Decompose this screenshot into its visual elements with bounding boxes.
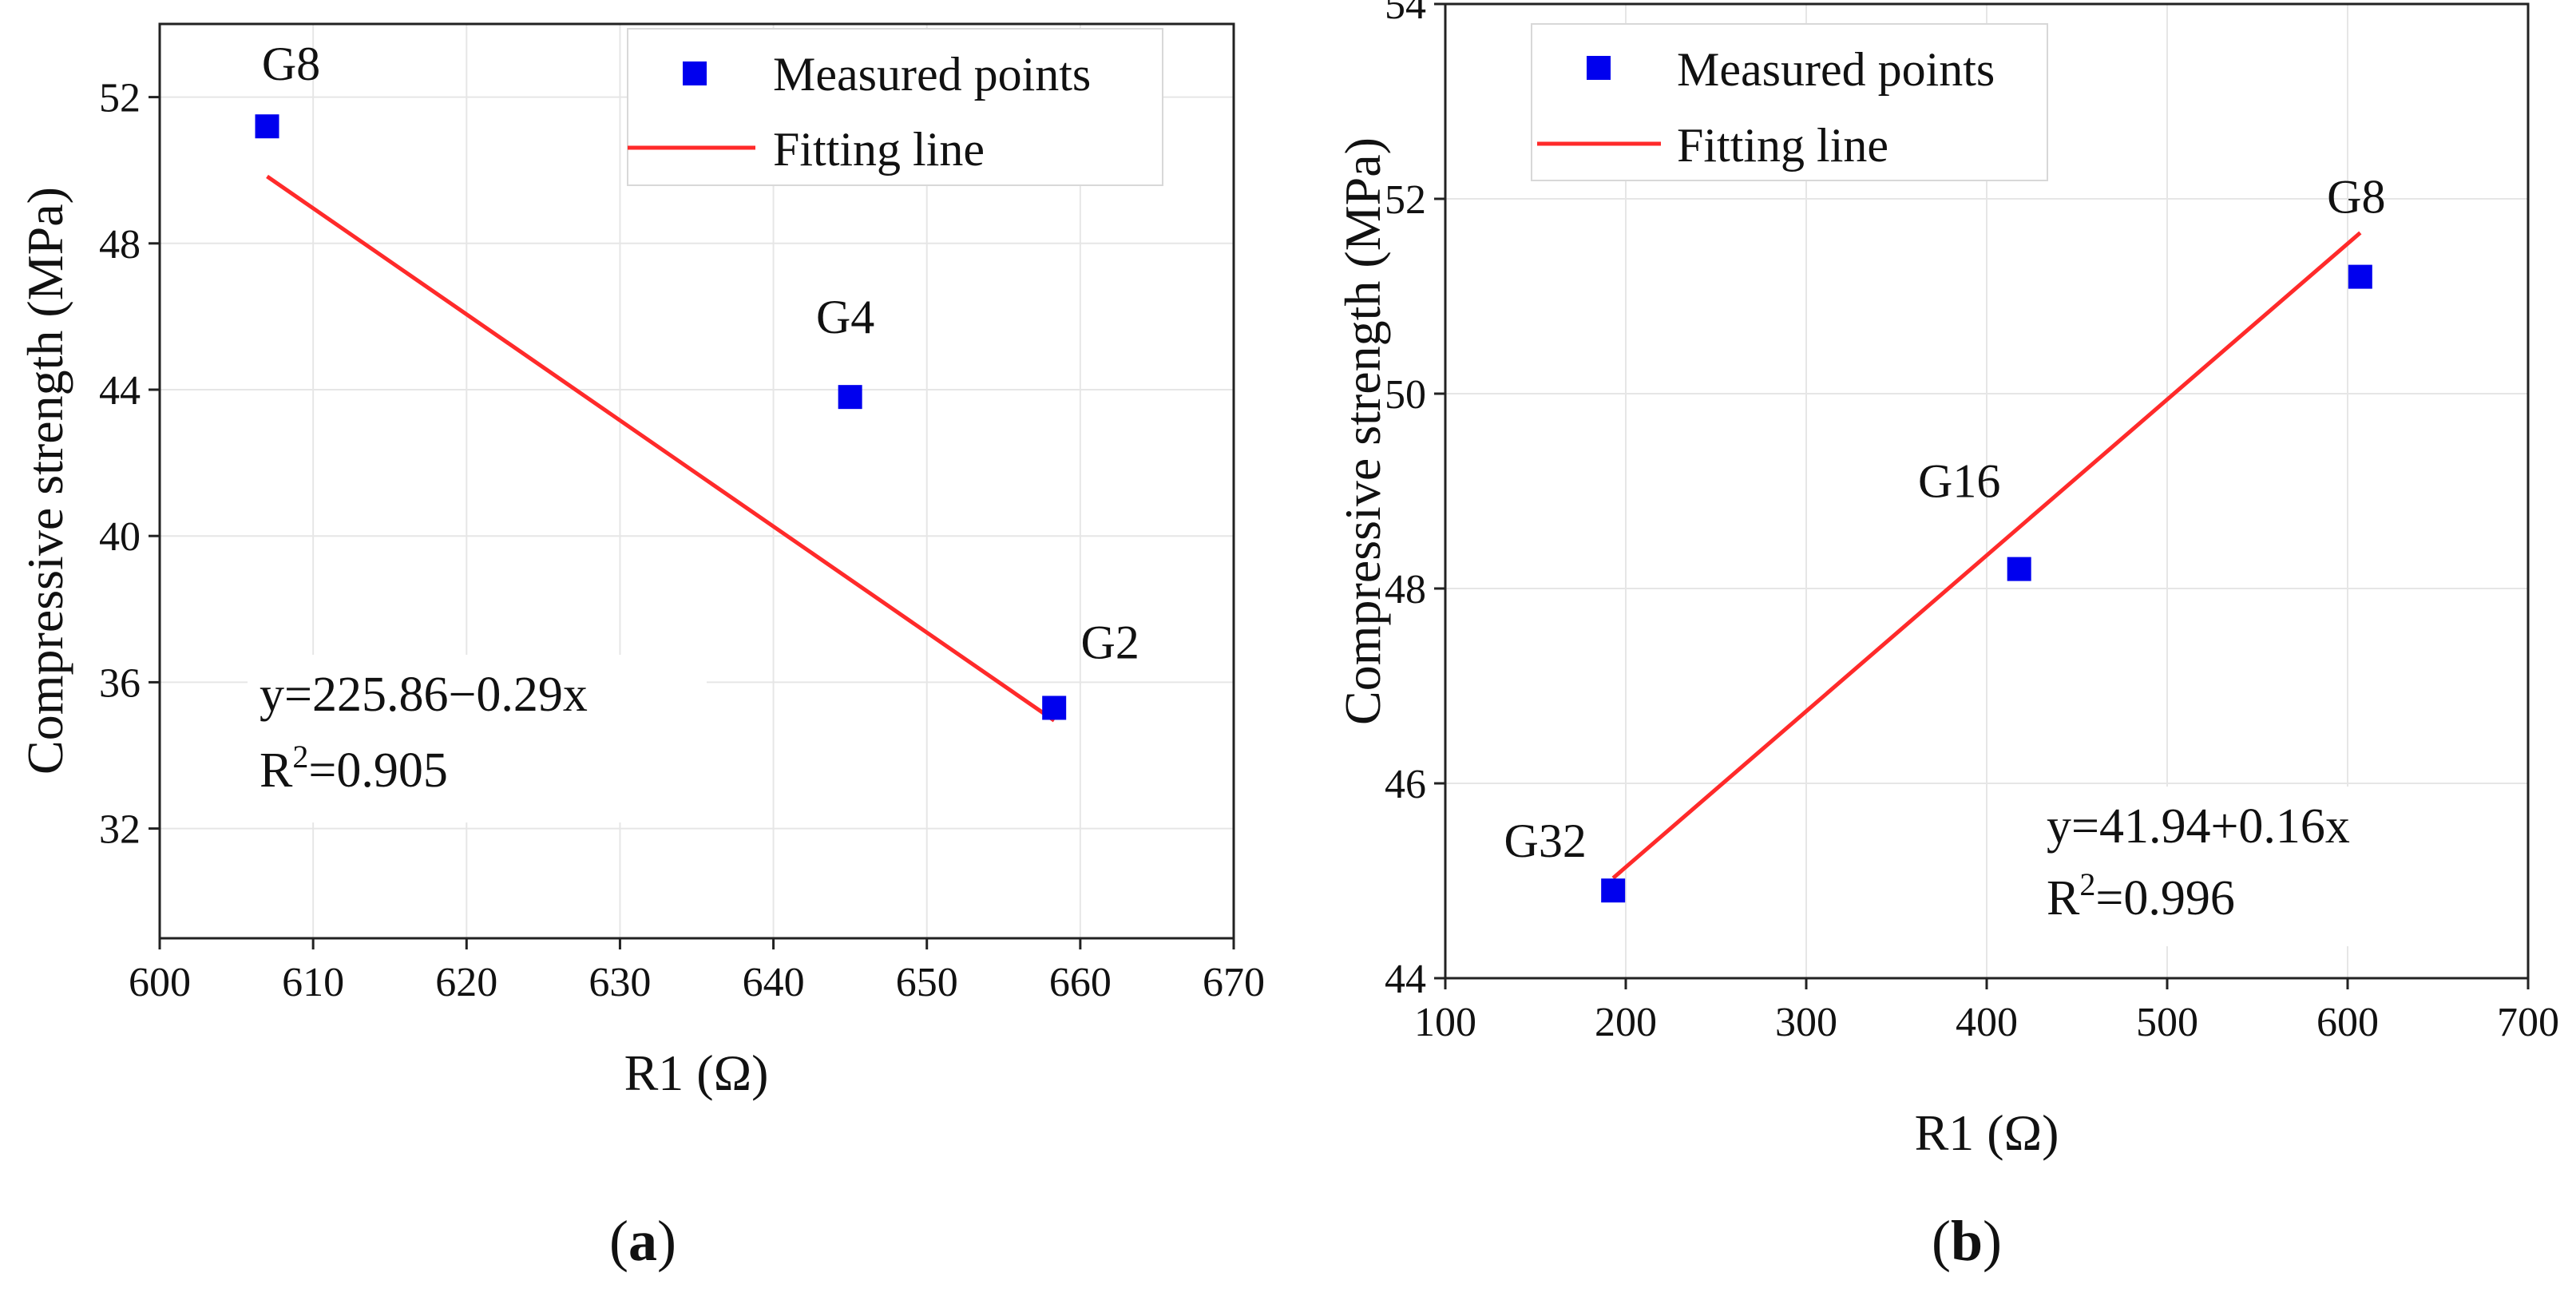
ticks-a: 600 610 620 630 640 650 660 670 32 36 40 44 48 52: [99, 76, 1265, 1005]
point-label: G4: [816, 291, 874, 343]
legend-label-line-b: Fitting line: [1677, 119, 1888, 172]
y-tick-label: 48: [99, 222, 141, 268]
y-tick-label: 50: [1385, 372, 1426, 418]
measured-point: [255, 114, 279, 139]
r-squared-b: R2=0.996: [2047, 866, 2235, 925]
legend-b: Measured points Fitting line: [1531, 23, 2048, 181]
legend-box-b: [1531, 23, 2048, 181]
panel-caption-a: (a): [609, 1209, 676, 1273]
x-tick-label: 600: [2316, 1000, 2379, 1045]
measured-point: [838, 385, 862, 410]
x-tick-label: 620: [435, 960, 497, 1005]
x-tick-label: 400: [1956, 1000, 2018, 1045]
x-tick-label: 660: [1049, 960, 1112, 1005]
legend-box-a: [627, 28, 1163, 186]
equation-box-a: y=225.86−0.29x R2=0.905: [248, 655, 707, 822]
measured-points-a: G8 G4 G2: [255, 38, 1139, 720]
equation-box-b: y=41.94+0.16x R2=0.996: [2036, 787, 2483, 946]
measured-point: [2007, 557, 2031, 581]
measured-point: [2348, 264, 2372, 289]
x-axis-label-b: R1 (Ω): [1915, 1104, 2059, 1161]
ticks-b: 100 200 300 400 500 600 700 44 46 48 50 52 54: [1385, 0, 2559, 1045]
x-axis-label-a: R1 (Ω): [624, 1044, 769, 1101]
y-tick-label: 48: [1385, 567, 1426, 612]
x-tick-label: 600: [129, 960, 191, 1005]
r-squared-value-b: =0.996: [2095, 871, 2234, 925]
y-tick-label: 44: [99, 368, 141, 414]
legend-marker-points-a: [683, 61, 707, 85]
panel-caption-letter-b: b: [1951, 1209, 1983, 1273]
legend-label-points-b: Measured points: [1677, 43, 1995, 96]
x-tick-label: 610: [282, 960, 344, 1005]
legend-marker-points-b: [1587, 56, 1611, 80]
point-label: G8: [2327, 171, 2385, 224]
panel-caption-letter-a: a: [628, 1209, 657, 1273]
y-tick-label: 40: [99, 514, 141, 560]
fit-equation-b: y=41.94+0.16x: [2047, 799, 2350, 854]
y-tick-label: 36: [99, 660, 141, 706]
fitting-line-b: [1611, 231, 2362, 880]
panel-caption-b: (b): [1932, 1209, 2002, 1273]
y-tick-label: 32: [99, 807, 141, 853]
x-tick-label: 500: [2136, 1000, 2198, 1045]
x-tick-label: 640: [743, 960, 805, 1005]
measured-point: [1601, 878, 1626, 903]
fit-equation-a: y=225.86−0.29x: [260, 668, 588, 722]
x-tick-label: 630: [589, 960, 651, 1005]
equation-bg-a: [248, 655, 707, 822]
x-tick-label: 200: [1595, 1000, 1657, 1045]
point-label: G32: [1504, 814, 1587, 867]
r-squared-exponent-b: 2: [2079, 866, 2095, 902]
y-axis-label-a: Compressive strength (MPa): [17, 187, 73, 775]
y-tick-label: 54: [1385, 0, 1426, 28]
y-axis-label-b: Compressive strength (MPa): [1334, 137, 1391, 725]
r-squared-exponent-a: 2: [292, 739, 308, 775]
y-tick-label: 46: [1385, 762, 1426, 807]
x-tick-label: 300: [1775, 1000, 1837, 1045]
r-squared-symbol-b: R: [2047, 871, 2080, 925]
x-tick-label: 670: [1203, 960, 1265, 1005]
y-tick-label: 44: [1385, 957, 1426, 1002]
x-tick-label: 100: [1414, 1000, 1476, 1045]
chart-panel-b: 100 200 300 400 500 600 700 44 46 48 50 52 54 G32 G16…: [1334, 0, 2559, 1273]
legend-label-points-a: Measured points: [773, 48, 1091, 101]
r-squared-value-a: =0.905: [308, 743, 447, 798]
r-squared-symbol-a: R: [260, 743, 293, 798]
equation-bg-b: [2036, 787, 2483, 946]
y-tick-label: 52: [99, 76, 141, 121]
plot-frame-a: [158, 22, 1235, 940]
y-tick-label: 52: [1385, 177, 1426, 223]
plot-frame-b: [1444, 2, 2530, 980]
measured-point: [1042, 696, 1067, 720]
x-tick-label: 650: [896, 960, 958, 1005]
point-label: G16: [1918, 455, 2000, 508]
legend-label-line-a: Fitting line: [773, 123, 985, 176]
point-label: G8: [262, 38, 320, 90]
r-squared-a: R2=0.905: [260, 739, 448, 798]
measured-points-b: G32 G16 G8: [1504, 171, 2385, 903]
point-label: G2: [1081, 616, 1139, 668]
x-tick-label: 700: [2497, 1000, 2559, 1045]
legend-a: Measured points Fitting line: [627, 28, 1163, 186]
fitting-line-a: [266, 174, 1056, 723]
